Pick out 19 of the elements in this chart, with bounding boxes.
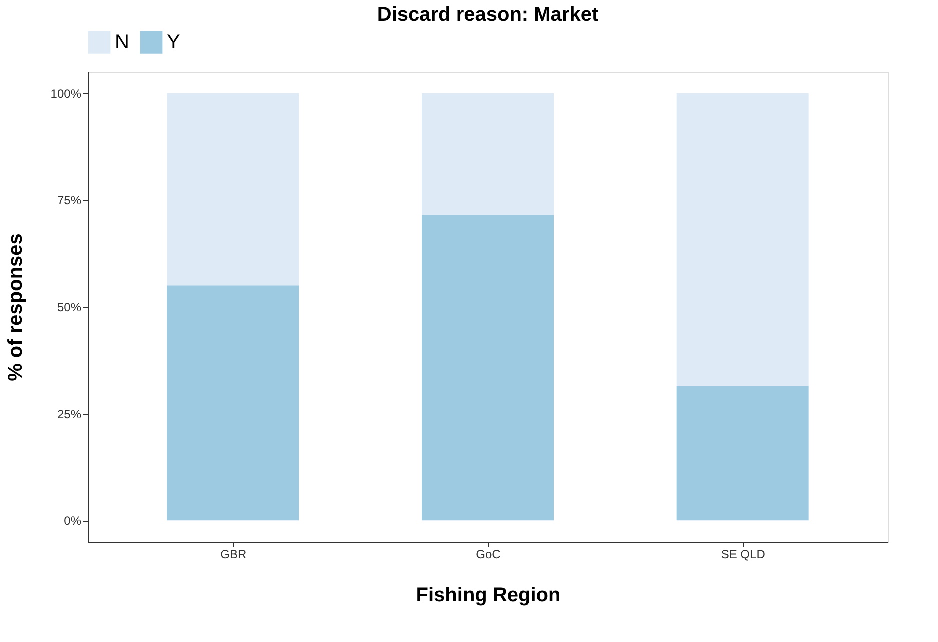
chart-title: Discard reason: Market <box>377 4 599 26</box>
bar <box>422 215 554 521</box>
x-tick-label: GBR <box>220 548 247 562</box>
x-tick-label: SE QLD <box>721 548 766 562</box>
y-tick-label: 75% <box>57 194 82 208</box>
legend-label: N <box>115 32 130 54</box>
x-axis-title: Fishing Region <box>416 584 561 606</box>
y-tick-label: 100% <box>50 86 82 101</box>
bar <box>167 286 300 521</box>
y-tick-label: 0% <box>64 514 82 528</box>
y-axis-title: % of responses <box>4 234 27 382</box>
bar <box>422 93 554 216</box>
y-tick-label: 25% <box>57 407 82 422</box>
legend-label: Y <box>167 32 180 54</box>
bar <box>676 386 809 521</box>
bar <box>167 93 300 286</box>
bar <box>676 93 809 386</box>
x-tick-label: GoC <box>476 548 502 562</box>
y-tick-label: 50% <box>57 300 82 314</box>
